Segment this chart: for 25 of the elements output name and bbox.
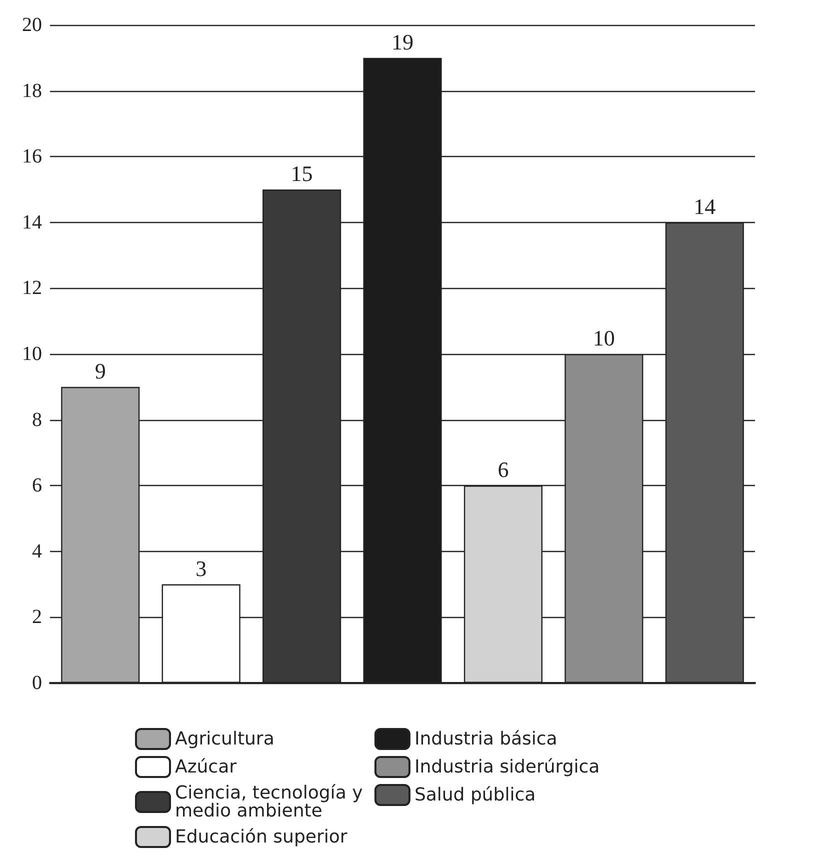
legend-label: Educación superior	[175, 826, 348, 848]
y-tick-label: 20	[22, 14, 42, 36]
y-tick-label: 2	[32, 606, 42, 628]
y-tick-label: 18	[22, 80, 42, 102]
legend-label: Agricultura	[175, 728, 274, 750]
data-label: 6	[498, 457, 509, 482]
legend-label: Salud pública	[414, 784, 536, 806]
data-label: 9	[94, 358, 106, 384]
data-label: 3	[196, 556, 207, 581]
data-label: 15	[290, 161, 313, 186]
legend-label: Industria siderúrgica	[414, 756, 600, 778]
y-tick-label: 10	[22, 343, 42, 365]
y-tick-label: 14	[22, 211, 42, 234]
y-tick-label: 0	[32, 672, 42, 694]
legend-label: Azúcar	[175, 756, 238, 778]
legend-label: Industria básica	[414, 728, 558, 750]
y-tick-label: 8	[32, 408, 42, 431]
y-tick-label: 6	[32, 474, 42, 497]
y-tick-label: 12	[22, 277, 42, 300]
data-label: 10	[592, 326, 615, 350]
legend-label: Ciencia, tecnología y medio ambiente	[175, 782, 368, 822]
data-label: 14	[694, 194, 716, 219]
y-tick-label: 4	[32, 540, 42, 562]
y-tick-label: 16	[22, 146, 42, 168]
data-label: 19	[392, 29, 414, 54]
